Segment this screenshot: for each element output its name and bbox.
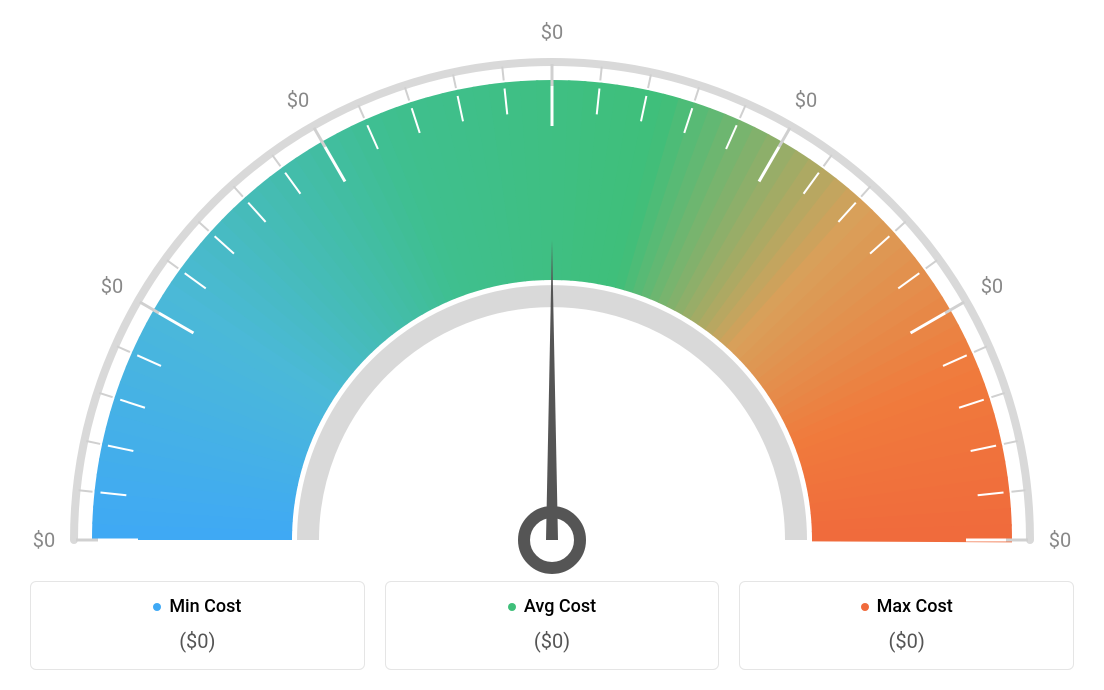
gauge-scale-label: $0 — [981, 274, 1003, 298]
legend-label-max: Max Cost — [877, 596, 953, 617]
legend-dot-min — [153, 603, 161, 611]
gauge-scale-label: $0 — [1049, 528, 1071, 552]
gauge-scale-label: $0 — [795, 88, 817, 112]
legend-dot-avg — [508, 603, 516, 611]
legend-label-min: Min Cost — [169, 596, 241, 617]
legend-value-min: ($0) — [43, 629, 352, 653]
gauge-chart: $0 $0 $0 $0 $0 $0 $0 — [32, 20, 1072, 580]
legend-value-avg: ($0) — [398, 629, 707, 653]
legend-card-avg: Avg Cost ($0) — [385, 581, 720, 671]
legend-label-avg: Avg Cost — [524, 596, 596, 617]
gauge-scale-label: $0 — [101, 274, 123, 298]
legend-card-min: Min Cost ($0) — [30, 581, 365, 671]
legend-title-min: Min Cost — [153, 596, 241, 617]
legend-value-max: ($0) — [752, 629, 1061, 653]
legend-title-avg: Avg Cost — [508, 596, 596, 617]
gauge-scale-label: $0 — [287, 88, 309, 112]
legend-row: Min Cost ($0) Avg Cost ($0) Max Cost ($0… — [30, 581, 1074, 671]
gauge-svg — [32, 20, 1072, 580]
legend-dot-max — [861, 603, 869, 611]
legend-card-max: Max Cost ($0) — [739, 581, 1074, 671]
gauge-scale-label: $0 — [33, 528, 55, 552]
gauge-scale-label: $0 — [541, 20, 563, 44]
cost-gauge-container: $0 $0 $0 $0 $0 $0 $0 Min Cost ($0) Avg Cost ($… — [0, 0, 1104, 690]
legend-title-max: Max Cost — [861, 596, 953, 617]
